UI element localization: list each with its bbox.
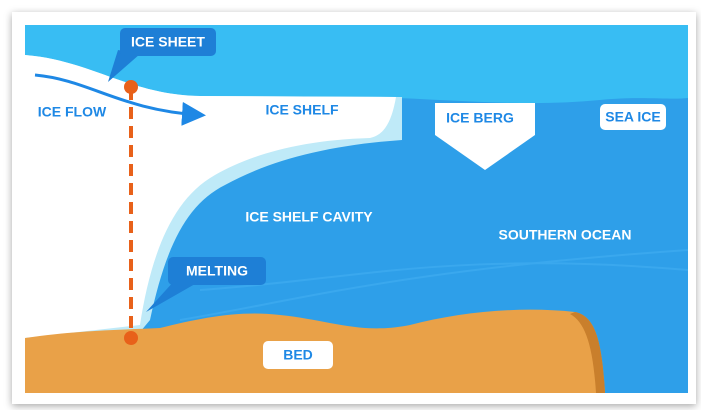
label: ICE FLOW	[38, 104, 107, 120]
label: ICE SHELF	[265, 102, 339, 118]
label: MELTING	[186, 263, 248, 279]
label: ICE BERG	[446, 110, 514, 126]
dot	[124, 331, 138, 345]
label: ICE SHELF CAVITY	[245, 209, 373, 225]
label: SOUTHERN OCEAN	[498, 227, 631, 243]
diagram: ICE SHEET ICE FLOW ICE SHELF ICE BERG SE…	[0, 0, 701, 410]
dot	[124, 80, 138, 94]
label: ICE SHEET	[131, 34, 205, 50]
label: BED	[283, 347, 313, 363]
label: SEA ICE	[605, 109, 661, 125]
